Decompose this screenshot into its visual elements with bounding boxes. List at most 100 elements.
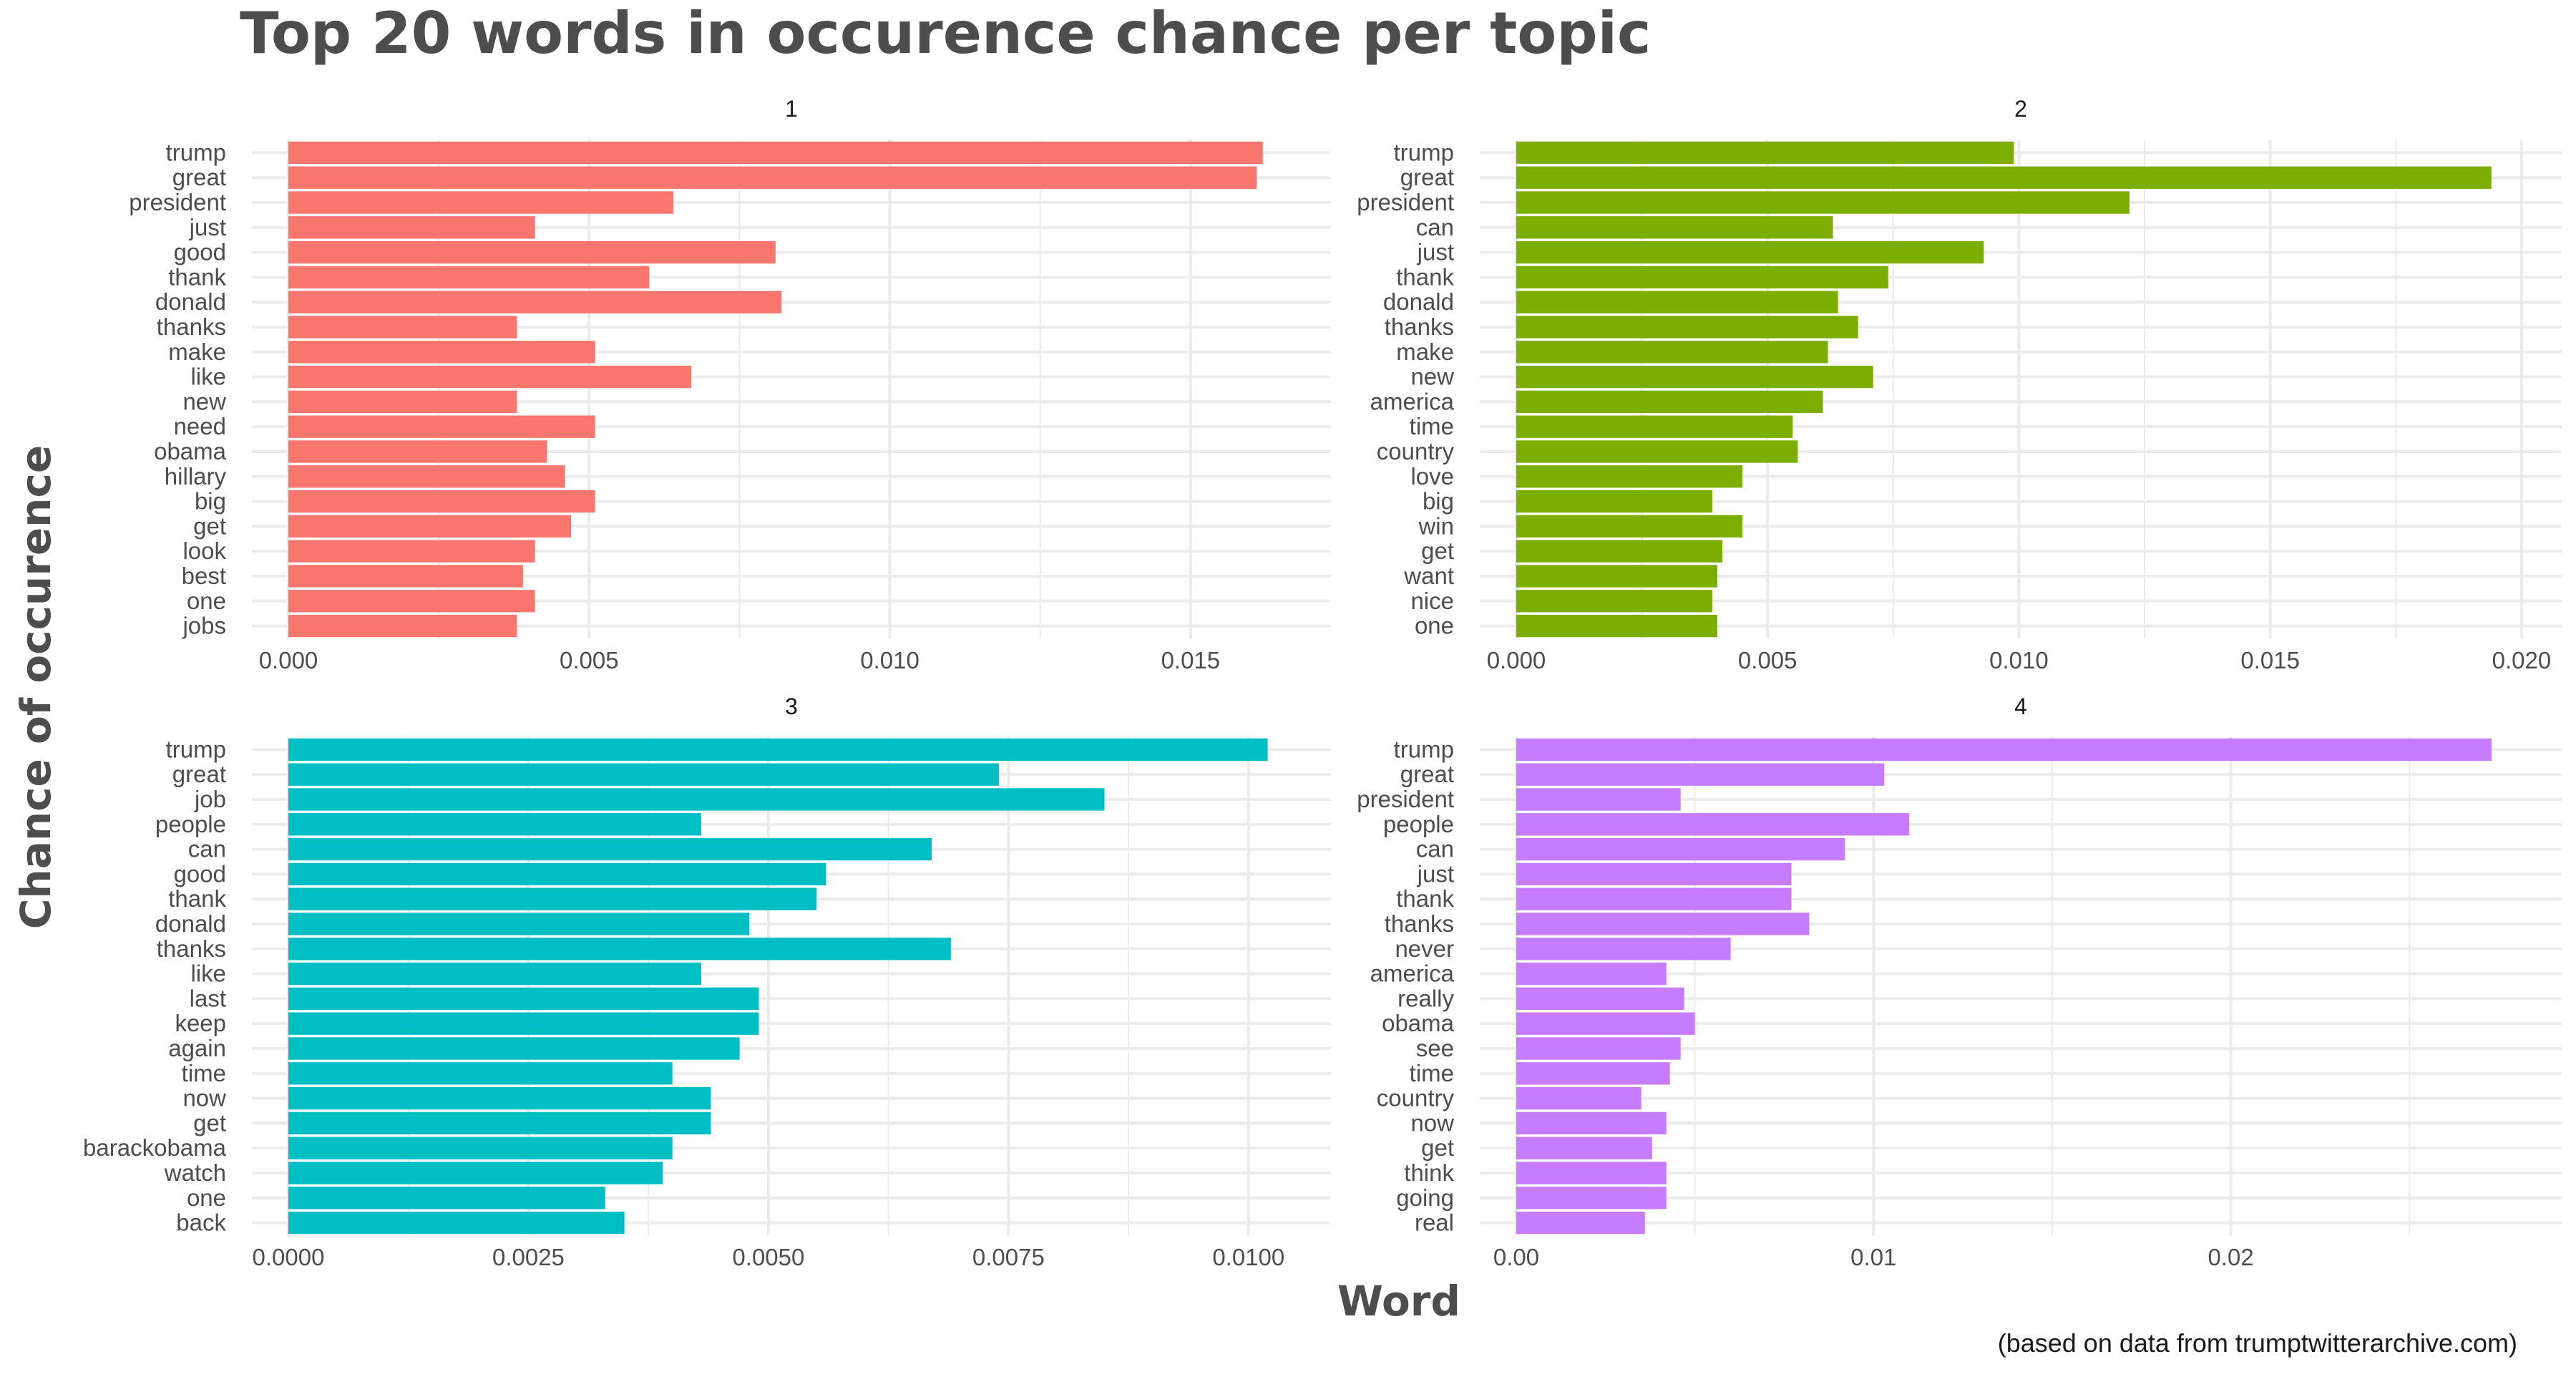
y-tick-label: thank	[168, 885, 226, 912]
bar-thank	[288, 887, 816, 910]
bar-trump	[288, 738, 1268, 762]
y-tick-label: trump	[1394, 736, 1454, 762]
y-tick-label: people	[155, 811, 226, 837]
y-tick-label: president	[1357, 189, 1454, 215]
x-tick-label: 0.000	[1487, 647, 1546, 673]
bar-back	[288, 1211, 625, 1235]
y-tick-label: get	[193, 1109, 226, 1136]
x-tick-label: 0.015	[2240, 647, 2300, 673]
bar-hillary	[288, 465, 565, 488]
bar-people	[1516, 813, 1910, 836]
y-tick-label: country	[1377, 1085, 1455, 1111]
bar-last	[288, 987, 759, 1011]
bar-thanks	[288, 316, 517, 339]
facet-panel-4: 4 0.00 0.01 0.02 trumpgreatpresidentpeopleca…	[1357, 694, 2562, 1270]
bar-jobs	[288, 614, 517, 638]
y-tick-label: time	[1410, 413, 1454, 439]
y-tick-label: america	[1370, 388, 1455, 414]
bar-time	[1516, 1062, 1670, 1085]
x-tick-label: 0.0075	[972, 1244, 1045, 1270]
y-tick-label: jobs	[182, 613, 226, 639]
y-tick-label: watch	[164, 1159, 226, 1186]
x-tick-label: 0.00	[1493, 1244, 1539, 1270]
bar-job	[288, 788, 1105, 811]
y-tick-label: thank	[1396, 263, 1454, 290]
x-tick-label: 0.0100	[1212, 1244, 1284, 1270]
bar-great	[1516, 166, 2492, 189]
y-tick-label: obama	[154, 438, 227, 464]
bar-good	[288, 240, 776, 264]
y-tick-label: again	[168, 1035, 226, 1061]
y-tick-label: great	[1400, 761, 1454, 787]
bar-make	[1516, 341, 1828, 364]
bar-big	[288, 490, 595, 513]
x-tick-label: 0.02	[2207, 1244, 2253, 1270]
y-tick-label: trump	[1394, 139, 1454, 165]
y-tick-label: thank	[168, 263, 226, 290]
bar-just	[1516, 240, 1984, 264]
facet-panel-1: 1 0.000 0.005 0.010 0.015 trumpgreatpresident…	[129, 96, 1331, 673]
y-tick-label: never	[1395, 935, 1454, 962]
bar-like	[288, 962, 701, 986]
y-tick-label: barackobama	[83, 1134, 227, 1161]
facet-strip-label: 3	[785, 694, 798, 719]
y-tick-label: donald	[155, 288, 226, 315]
x-tick-label: 0.010	[860, 647, 919, 673]
y-tick-label: need	[174, 413, 226, 439]
bar-best	[288, 565, 523, 588]
y-tick-label: can	[1416, 214, 1454, 240]
y-tick-label: last	[190, 985, 226, 1011]
bar-look	[288, 540, 535, 563]
bar-just	[1516, 862, 1792, 886]
bar-one	[288, 590, 535, 613]
bar-think	[1516, 1162, 1667, 1184]
y-tick-label: president	[129, 189, 226, 215]
y-tick-label: america	[1370, 960, 1455, 987]
y-tick-label: donald	[155, 910, 226, 937]
y-tick-label: can	[1416, 836, 1454, 862]
bar-time	[288, 1062, 673, 1085]
y-tick-label: like	[190, 364, 226, 390]
chart-title: Top 20 words in occurence chance per top…	[240, 0, 1651, 67]
y-tick-label: thank	[1396, 885, 1454, 912]
y-tick-label: great	[1400, 164, 1454, 190]
bar-president	[1516, 788, 1681, 811]
y-tick-label: big	[1423, 488, 1454, 515]
y-tick-label: best	[182, 563, 226, 589]
bar-watch	[288, 1162, 663, 1184]
y-tick-label: get	[1421, 537, 1454, 564]
bar-donald	[1516, 291, 1838, 313]
bar-again	[288, 1037, 740, 1060]
y-tick-label: good	[174, 239, 226, 266]
y-tick-label: country	[1377, 438, 1455, 464]
y-tick-label: trump	[166, 139, 226, 165]
bar-president	[1516, 191, 2129, 214]
y-tick-label: win	[1418, 512, 1454, 539]
bar-obama	[288, 440, 547, 463]
caption: (based on data from trumptwitterarchive.…	[1998, 1328, 2517, 1358]
x-tick-label: 0.015	[1161, 647, 1221, 673]
bar-big	[1516, 490, 1712, 513]
bar-keep	[288, 1012, 759, 1035]
bar-trump	[1516, 141, 2014, 165]
bar-new	[1516, 365, 1873, 389]
facet-panels: 10.000 0.005 0.010 0.015trumpgreatpresident…	[83, 96, 2562, 1270]
y-tick-label: great	[172, 164, 226, 190]
y-tick-label: get	[1421, 1134, 1454, 1161]
facet-panel-2: 2 0.000 0.005 0.010 0.015 0.020 trumpgreatpres…	[1357, 96, 2562, 673]
bar-see	[1516, 1037, 1681, 1060]
bar-like	[288, 365, 692, 389]
y-tick-label: president	[1357, 786, 1454, 812]
y-tick-label: hillary	[165, 463, 227, 490]
x-tick-label: 0.0000	[253, 1244, 325, 1270]
y-tick-label: trump	[166, 736, 226, 762]
y-tick-label: good	[174, 860, 226, 887]
bar-donald	[288, 913, 750, 935]
y-axis-title: Chance of occurence	[11, 445, 60, 929]
bar-america	[1516, 962, 1667, 986]
y-tick-label: back	[176, 1210, 226, 1236]
bar-want	[1516, 565, 1717, 588]
y-tick-label: time	[1410, 1060, 1454, 1086]
facet-panel-3: 3 0.0000 0.0025 0.0050 0.0075 0.0100 trumpgrea…	[83, 694, 1331, 1270]
